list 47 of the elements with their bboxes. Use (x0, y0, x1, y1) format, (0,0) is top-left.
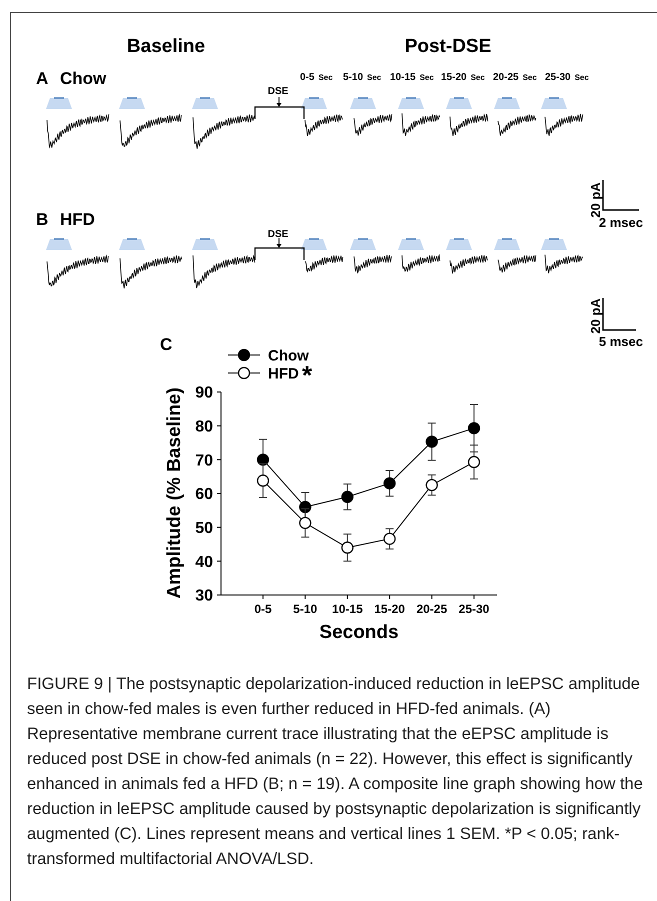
x-tick-label: 15-20 (374, 602, 406, 616)
x-tick-label: 0-5 (254, 602, 272, 616)
point (468, 422, 480, 434)
x-axis-title: Seconds (319, 622, 399, 643)
text: C (160, 335, 172, 354)
x-tick-label: 10-15 (332, 602, 364, 616)
x-tick-label: 20-25 (416, 602, 448, 616)
legend-label: HFD (268, 365, 299, 382)
text: Post-DSE (404, 36, 492, 57)
y-tick-label: 90 (195, 384, 214, 402)
text: 0-5 Sec (300, 72, 334, 83)
text: HFD (60, 210, 95, 229)
y-tick-label: 50 (195, 520, 214, 537)
y-tick-label: 80 (195, 418, 214, 436)
text: 25-30 Sec (545, 72, 590, 83)
text: 15-20 Sec (441, 72, 486, 83)
point (341, 490, 354, 503)
text: 5-10 Sec (343, 72, 382, 83)
text: 20 pA (588, 298, 603, 334)
y-tick-label: 60 (195, 486, 214, 504)
text: Baseline (126, 36, 206, 57)
point (384, 477, 396, 490)
y-tick-label: 30 (195, 588, 214, 605)
point (384, 532, 396, 545)
point (256, 454, 270, 466)
text: 5 msec (598, 334, 643, 349)
text: A (36, 69, 48, 88)
caption: FIGURE 9 | The postsynaptic depolarization-induced reduction in leEPSC amplitude seen in chow-fed males is even further reduced in HFD-fed animals. (A) Representative membrane current trace illustrating that the eEPSC amplitude is reduced post DSE in chow-fed animals (n = 22). However, this effect is significantly enhanced in animals fed a HFD (B; n = 19). A composite line graph showing how the reduction in leEPSC amplitude caused by postsynaptic depolarization is significantly augmented (C). Lines represent means and vertical lines 1 SEM. *P < 0.05; rank-transformed multifactorial ANOVA/LSD. (27, 674, 644, 870)
text: DSE (268, 229, 289, 240)
point (426, 478, 438, 492)
point (299, 516, 312, 530)
text: 2 msec (598, 215, 643, 230)
y-tick-label: 70 (195, 452, 214, 470)
text: B (36, 210, 48, 229)
y-axis-title: Amplitude (% Baseline) (164, 387, 185, 599)
text: DSE (268, 86, 289, 97)
text: 20 pA (588, 182, 603, 218)
point (468, 456, 480, 468)
y-tick-label: 40 (195, 554, 214, 571)
point (426, 436, 438, 448)
x-tick-label: 25-30 (458, 602, 490, 616)
x-tick-label: 5-10 (293, 602, 318, 616)
text: Chow (60, 69, 108, 88)
text: 20-25 Sec (493, 72, 538, 83)
point (256, 474, 270, 487)
text: 10-15 Sec (390, 72, 434, 83)
point (341, 542, 354, 554)
